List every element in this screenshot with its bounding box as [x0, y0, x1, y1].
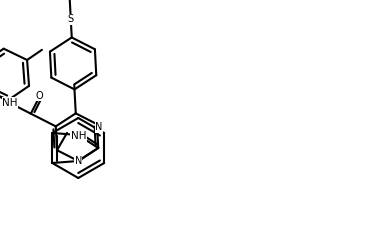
Text: O: O: [35, 91, 43, 101]
Text: NH: NH: [71, 131, 86, 141]
Text: N: N: [95, 122, 103, 132]
Text: S: S: [68, 14, 74, 24]
Text: NH: NH: [2, 98, 18, 108]
Text: N: N: [74, 156, 82, 166]
